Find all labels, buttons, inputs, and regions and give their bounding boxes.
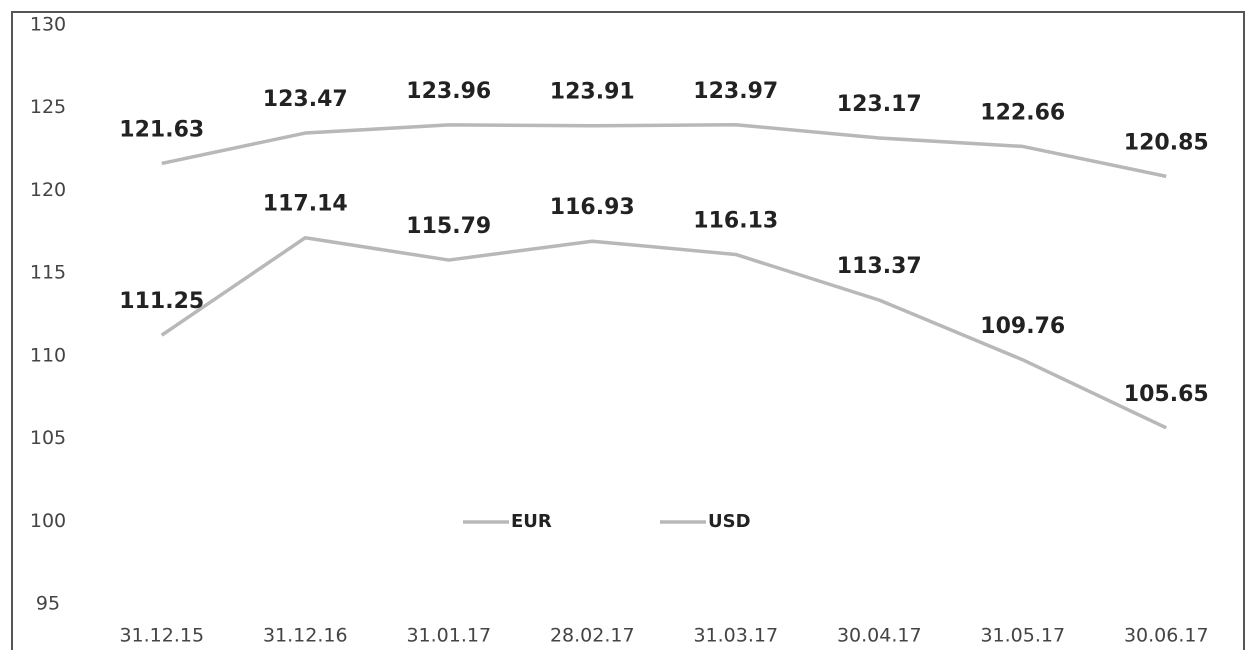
data-label: 109.76 [980, 314, 1065, 339]
x-tick-label: 31.12.16 [263, 625, 348, 647]
data-label: 121.63 [119, 117, 204, 142]
data-label: 111.25 [119, 289, 204, 314]
data-label: 123.96 [406, 79, 491, 104]
x-tick-label: 28.02.17 [550, 625, 635, 647]
data-label: 123.17 [837, 92, 922, 117]
x-tick-label: 31.05.17 [980, 625, 1065, 647]
x-tick-label: 31.01.17 [406, 625, 491, 647]
frame [11, 11, 1245, 650]
data-label: 116.13 [693, 208, 778, 233]
y-tick-label: 120 [30, 179, 66, 201]
y-tick-label: 100 [30, 510, 66, 532]
x-tick-label: 30.06.17 [1124, 625, 1209, 647]
data-label: 113.37 [837, 254, 922, 279]
data-label: 116.93 [550, 195, 635, 220]
data-label: 105.65 [1124, 382, 1209, 407]
y-tick-label: 110 [30, 344, 66, 366]
data-label: 115.79 [406, 214, 491, 239]
y-tick-label: 125 [30, 96, 66, 118]
data-label: 120.85 [1124, 130, 1209, 155]
series-line [161, 123, 1167, 179]
y-tick-label: 115 [30, 262, 66, 284]
series-line [160, 235, 1167, 430]
data-label: 123.47 [263, 87, 348, 112]
y-tick-label: 105 [30, 427, 66, 449]
x-tick-label: 31.03.17 [693, 625, 778, 647]
y-tick-label: 95 [36, 593, 60, 615]
data-label: 117.14 [263, 192, 348, 217]
data-label: 123.91 [550, 80, 635, 105]
data-label: 123.97 [693, 79, 778, 104]
legend-label: EUR [511, 511, 552, 532]
legend-label: USD [708, 511, 751, 532]
x-tick-label: 31.12.15 [119, 625, 204, 647]
y-tick-label: 130 [30, 14, 66, 36]
x-tick-label: 30.04.17 [837, 625, 922, 647]
data-label: 122.66 [980, 100, 1065, 125]
